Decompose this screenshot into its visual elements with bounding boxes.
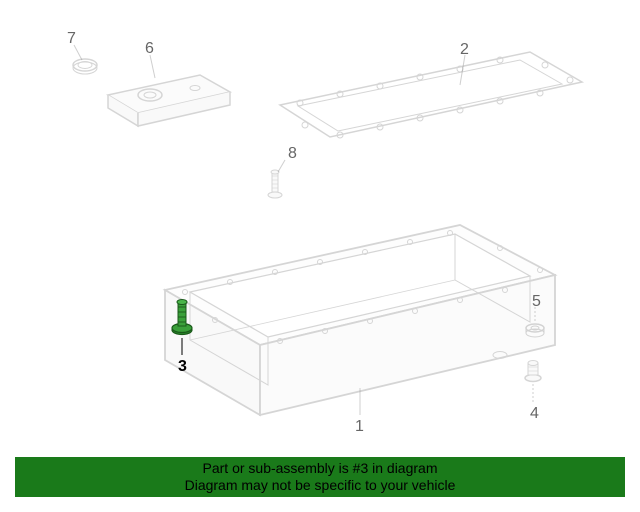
callout-4: 4 [530,405,539,423]
callout-1: 1 [355,418,364,436]
parts-diagram: 1 2 3 4 5 6 7 8 [0,0,640,470]
callout-3: 3 [178,358,187,376]
callout-5: 5 [532,293,541,311]
callout-7: 7 [67,30,76,48]
part-oil-pan [165,225,555,415]
part-filter [108,75,230,126]
part-bolt-8 [268,170,282,198]
callout-2: 2 [460,41,469,59]
part-gasket [280,52,582,138]
footer-line-2: Diagram may not be specific to your vehi… [185,477,456,494]
part-drain-plug [525,361,541,382]
footer-line-1: Part or sub-assembly is #3 in diagram [203,460,438,477]
callout-8: 8 [288,145,297,163]
footer-banner: Part or sub-assembly is #3 in diagram Di… [15,457,625,497]
part-seal [73,59,97,74]
callout-6: 6 [145,40,154,58]
diagram-svg [0,0,640,470]
